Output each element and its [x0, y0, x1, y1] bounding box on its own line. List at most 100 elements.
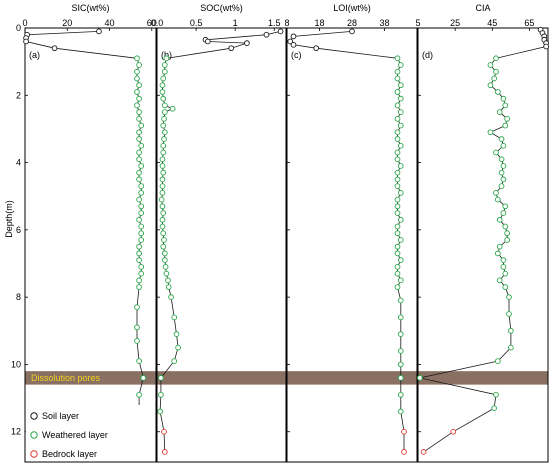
panel-4-xtick-label: 65	[524, 18, 534, 28]
panel-3-weathered-point	[397, 348, 404, 354]
panel-2-weathered-point	[159, 156, 166, 163]
panel-3-weathered-point	[394, 284, 401, 290]
panel-2-frame	[156, 27, 287, 463]
panel-4-weathered-point	[498, 169, 505, 176]
panel-4-bedrock-point	[450, 428, 457, 435]
panel-1-weathered-point	[136, 136, 142, 142]
panel-2-xtick-label: 0.0	[151, 18, 164, 28]
panel-1-weathered-point	[136, 257, 142, 263]
panel-2-weathered-point	[165, 284, 172, 290]
panel-4-weathered-point	[493, 149, 499, 156]
panel-2-dissolution-band	[157, 371, 286, 385]
panel-4-series-line	[419, 29, 547, 453]
panel-1-weathered-point	[138, 264, 145, 270]
dissolution-pores-label: Dissolution pores	[31, 373, 101, 383]
panel-1-weathered-point	[136, 196, 142, 203]
panel-2-weathered-point	[159, 223, 166, 230]
panel-3-weathered-point	[397, 142, 404, 149]
panel-3-weathered-point	[397, 62, 404, 68]
panel-4-weathered-point	[487, 82, 494, 89]
panel-4-weathered-point	[495, 250, 501, 257]
panel-3-weathered-point	[397, 297, 404, 304]
panel-1-weathered-point	[138, 183, 145, 189]
panel-1-weathered-point	[136, 391, 142, 398]
panel-2-weathered-point	[158, 196, 165, 203]
panel-2-weathered-point	[168, 294, 174, 300]
y-tick-label: 8	[16, 292, 21, 302]
panel-3-weathered-point	[394, 102, 401, 109]
panel-2-weathered-point	[171, 358, 178, 364]
panel-3-weathered-point	[394, 75, 401, 82]
panel-3-weathered-point	[394, 203, 401, 210]
panel-3-xtick-label: 8	[284, 18, 289, 28]
panel-2-weathered-point	[171, 314, 178, 321]
panel-1-weathered-point	[140, 375, 147, 381]
panel-2-weathered-point	[161, 62, 168, 68]
panel-3-weathered-point	[394, 115, 401, 122]
panel-2-tag: (b)	[161, 50, 172, 60]
panel-1-weathered-point	[138, 210, 145, 216]
panel-2-weathered-point	[169, 105, 176, 112]
panel-1-weathered-point	[136, 277, 142, 284]
panel-4-weathered-point	[502, 203, 509, 210]
panel-4-weathered-point	[504, 115, 510, 122]
panel-1-weathered-point	[138, 203, 145, 210]
panel-2-weathered-point	[161, 129, 168, 136]
panel-2-weathered-point	[159, 163, 166, 169]
panel-4-weathered-point	[502, 223, 509, 230]
panel-1-weathered-point	[136, 284, 142, 290]
panel-2-series-line	[159, 31, 281, 452]
panel-2-weathered-point	[158, 375, 164, 381]
panel-3-weathered-point	[397, 163, 404, 169]
panel-1-weathered-point	[134, 55, 140, 62]
panel-1-dissolution-band	[25, 371, 156, 385]
panel-4-weathered-point	[498, 136, 505, 142]
panel-4-weathered-point	[502, 102, 509, 109]
panel-3-weathered-point	[397, 408, 404, 415]
panel-4-tag: (d)	[422, 50, 433, 60]
panel-4-weathered-point	[502, 270, 509, 277]
panel-3-soil-point	[287, 38, 294, 45]
panel-4-bedrock-point	[420, 449, 427, 455]
panel-1-weathered-point	[134, 68, 140, 75]
panel-4-weathered-point	[487, 62, 494, 68]
legend-marker-soil	[30, 412, 38, 420]
panel-4-weathered-point	[417, 375, 423, 381]
panel-4-weathered-point	[500, 95, 507, 102]
panel-4-weathered-point	[496, 277, 503, 284]
panel-4-weathered-point	[498, 183, 505, 189]
panel-2-weathered-point	[162, 264, 169, 270]
panel-4-weathered-point	[498, 156, 505, 163]
panel-3-title: LOI(wt%)	[333, 3, 371, 13]
panel-2-weathered-point	[175, 344, 181, 351]
panel-4-weathered-point	[504, 230, 510, 237]
panel-1-xtick-label: 40	[105, 18, 115, 28]
panel-2-weathered-point	[157, 408, 163, 415]
panel-2-soil-point	[228, 45, 235, 52]
panel-4-weathered-point	[487, 129, 494, 136]
panel-4-weathered-point	[500, 176, 507, 183]
panel-2-weathered-point	[160, 75, 167, 82]
panel-3-weathered-point	[394, 230, 401, 237]
panel-1-weathered-point	[138, 270, 145, 277]
panel-2-bedrock-point	[161, 449, 168, 455]
panel-2-weathered-point	[159, 82, 166, 89]
legend-label-weathered: Weathered layer	[42, 430, 108, 440]
panel-2-weathered-point	[163, 55, 170, 62]
panel-3-weathered-point	[394, 183, 401, 189]
panel-1-soil-point	[96, 28, 102, 35]
panel-3-weathered-point	[394, 210, 401, 216]
panel-2-weathered-point	[165, 277, 171, 284]
panel-4-soil-point	[543, 43, 549, 50]
panel-4-title: CIA	[475, 3, 490, 13]
panel-4-weathered-point	[502, 122, 509, 129]
panel-4-xtick-label: 5	[415, 18, 420, 28]
panel-4-weathered-point	[493, 190, 499, 196]
panel-1-xtick-label: 60	[147, 18, 157, 28]
panel-3-weathered-point	[397, 277, 404, 284]
panel-4-weathered-point	[493, 55, 499, 62]
panel-1-weathered-point	[136, 109, 142, 115]
panel-3-weathered-point	[394, 270, 401, 277]
panel-1-weathered-point	[138, 122, 145, 129]
